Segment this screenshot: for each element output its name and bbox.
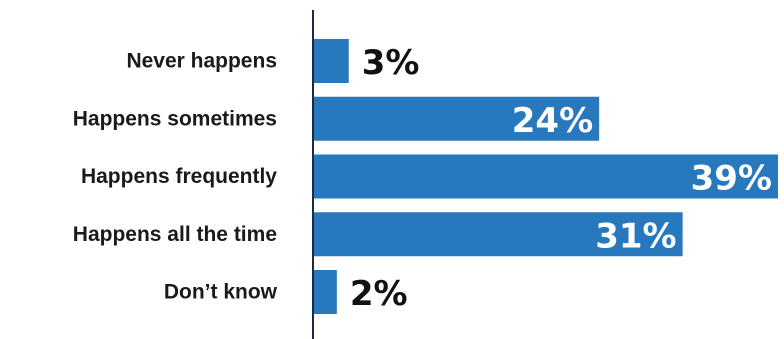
category-labels-group: Never happens Happens sometimes Happens fr…: [73, 50, 278, 304]
bar-happens-frequently: [313, 154, 778, 199]
bar-don-t-know: [313, 270, 337, 314]
value-label-happens-sometimes: 24%: [512, 101, 593, 141]
category-label-never-happens: Never happens: [126, 50, 277, 73]
category-label-happens-sometimes: Happens sometimes: [73, 107, 277, 130]
value-label-happens-all-the-time: 31%: [595, 216, 676, 256]
bars-group: [313, 39, 778, 314]
bar-happens-sometimes: [313, 96, 600, 141]
bar-happens-all-the-time: [313, 212, 683, 257]
value-labels-group: 3% 24% 39% 31% 2%: [350, 43, 772, 314]
value-label-happens-frequently: 39%: [691, 159, 772, 199]
value-label-don-t-know: 2%: [350, 274, 408, 314]
value-label-never-happens: 3%: [362, 43, 420, 83]
bar-never-happens: [313, 39, 349, 83]
category-label-happens-all-the-time: Happens all the time: [73, 223, 277, 246]
category-label-don-t-know: Don’t know: [164, 281, 278, 304]
category-label-happens-frequently: Happens frequently: [81, 165, 277, 188]
